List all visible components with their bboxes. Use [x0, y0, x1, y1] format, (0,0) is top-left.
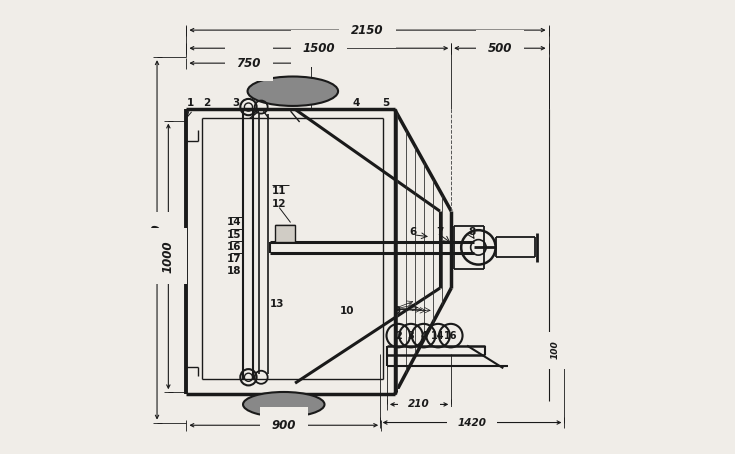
Text: 14: 14	[226, 217, 241, 227]
Ellipse shape	[248, 77, 338, 106]
Text: 1420: 1420	[458, 418, 487, 428]
Text: 18: 18	[226, 266, 241, 276]
Text: 14: 14	[431, 331, 445, 340]
Text: 4: 4	[420, 331, 427, 340]
Text: 3: 3	[232, 98, 240, 108]
Text: 7: 7	[437, 227, 444, 237]
Text: 1500: 1500	[303, 42, 335, 55]
Text: 1: 1	[187, 98, 194, 108]
Text: 3: 3	[408, 331, 415, 340]
Text: 1000: 1000	[162, 240, 175, 273]
Text: 16: 16	[226, 242, 241, 252]
Text: 750: 750	[237, 57, 261, 69]
Text: 10: 10	[340, 306, 354, 316]
Text: 210: 210	[408, 400, 430, 410]
Text: 17: 17	[226, 254, 241, 264]
Text: 6: 6	[409, 227, 417, 237]
Text: 2: 2	[203, 98, 210, 108]
Text: 13: 13	[270, 299, 284, 309]
Text: 8: 8	[468, 227, 476, 237]
Text: 900: 900	[271, 419, 296, 432]
Text: 11: 11	[272, 186, 287, 196]
Text: 2: 2	[395, 331, 401, 340]
Text: 5: 5	[382, 98, 390, 108]
Text: 9: 9	[393, 306, 401, 316]
Text: 15: 15	[226, 230, 241, 240]
Ellipse shape	[243, 392, 324, 417]
Text: 12: 12	[272, 199, 287, 209]
Text: 16: 16	[444, 331, 457, 340]
Bar	[275, 225, 295, 242]
Text: 500: 500	[488, 42, 512, 55]
Text: 1420: 1420	[151, 224, 163, 256]
Text: 2150: 2150	[351, 24, 384, 37]
Text: 100: 100	[551, 341, 560, 360]
Text: 4: 4	[353, 98, 360, 108]
